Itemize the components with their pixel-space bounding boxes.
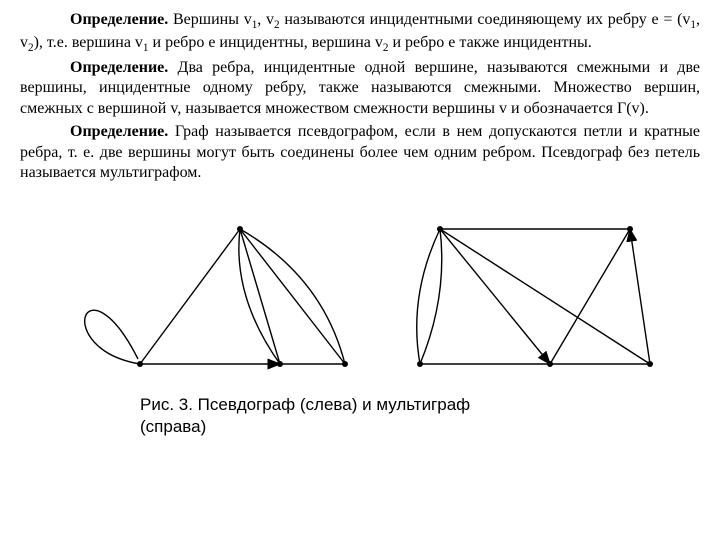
def-label-1: Определение. [70, 11, 168, 28]
caption-line-2: (справа) [140, 416, 520, 438]
graph-diagram [50, 209, 670, 379]
figure-caption: Рис. 3. Псевдограф (слева) и мультиграф … [140, 394, 520, 438]
definition-3: Определение. Граф называется псевдографо… [20, 122, 700, 184]
definition-2: Определение. Два ребра, инцидентные одно… [20, 58, 700, 120]
figure-container [20, 209, 700, 379]
def-label-2: Определение. [70, 59, 168, 76]
def-label-3: Определение. [70, 123, 168, 140]
caption-line-1: Рис. 3. Псевдограф (слева) и мультиграф [140, 394, 520, 416]
definition-1: Определение. Вершины v1, v2 называются и… [20, 10, 700, 56]
